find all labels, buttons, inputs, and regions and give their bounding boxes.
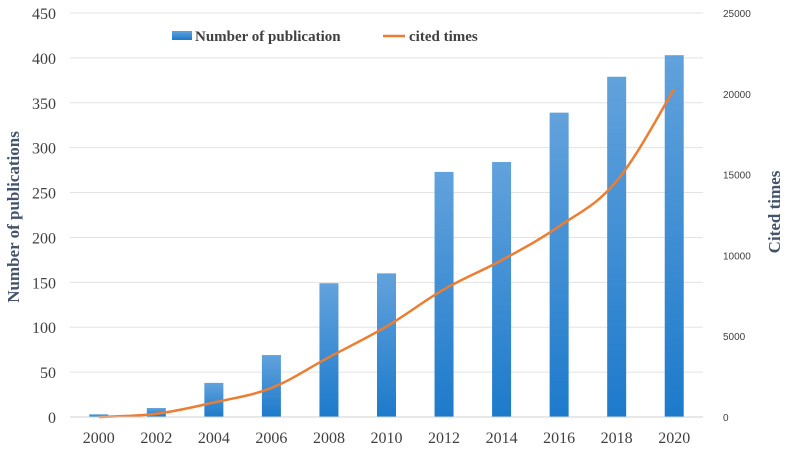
gridlines (70, 12, 703, 373)
bar-2018 (607, 76, 627, 418)
x-tick-label: 2010 (371, 430, 403, 447)
bar-2000 (89, 414, 109, 417)
x-tick-label: 2018 (601, 430, 633, 447)
bar-2012 (434, 171, 454, 417)
bar-2006 (261, 355, 281, 417)
y-tick-label-left: 0 (48, 410, 56, 427)
y-tick-label-left: 400 (32, 51, 56, 68)
bar-2020 (664, 55, 684, 417)
x-tick-label: 2002 (140, 430, 172, 447)
y-tick-label-right: 15000 (723, 171, 751, 182)
bar-series-publications (89, 55, 684, 418)
y-tick-label-left: 50 (40, 365, 56, 382)
y-tick-label-left: 300 (32, 141, 56, 158)
y-tick-label-left: 100 (32, 320, 56, 337)
y-tick-label-left: 150 (32, 275, 56, 292)
x-tick-label: 2004 (198, 430, 230, 447)
y-tick-label-left: 450 (32, 6, 56, 23)
y-tick-label-right: 5000 (723, 332, 746, 343)
y-tick-label-left: 350 (32, 96, 56, 113)
x-tick-label: 2006 (255, 430, 287, 447)
bar-2016 (549, 112, 569, 418)
y-tick-label-left: 200 (32, 230, 56, 247)
cited-times-line (98, 88, 676, 419)
x-tick-label: 2000 (83, 430, 115, 447)
bar-2014 (492, 162, 512, 417)
legend-label-publications: Number of publication (195, 29, 341, 45)
legend-swatch-bar (172, 31, 192, 40)
y-axis-title-right: Cited times (765, 170, 784, 253)
bar-2010 (377, 273, 396, 417)
line-series-cited-times (98, 88, 676, 419)
y-tick-label-right: 25000 (723, 9, 751, 20)
y-axis-title-left: Number of publications (4, 131, 23, 303)
x-tick-label: 2008 (313, 430, 345, 447)
bar-2008 (319, 283, 339, 417)
x-tick-label: 2014 (486, 430, 518, 447)
y-tick-label-right: 10000 (723, 251, 751, 262)
axes: 0 50 100 150 200 250 300 350 400 450 0 5000 10000 150… (32, 6, 751, 447)
x-tick-label: 2012 (428, 430, 460, 447)
x-tick-label: 2020 (658, 430, 690, 447)
y-tick-label-right: 0 (723, 413, 729, 424)
legend: Number of publication cited times (172, 29, 478, 45)
legend-label-cited-times: cited times (409, 29, 478, 45)
y-tick-label-right: 20000 (723, 90, 751, 101)
x-tick-label: 2016 (543, 430, 575, 447)
y-tick-label-left: 250 (32, 186, 56, 203)
bar-2004 (204, 382, 224, 417)
